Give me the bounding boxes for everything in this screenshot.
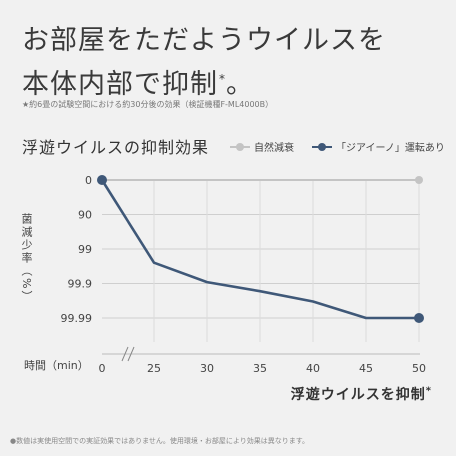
legend-item-natural-decay: 自然減衰 [230,139,294,154]
y-tick-label: 0 [85,174,92,187]
axis-break-mark [121,346,129,362]
x-tick-label: 50 [412,362,426,375]
legend-item-ziaino: 「ジアイーノ」運転あり [312,139,445,154]
headline: お部屋をただようウイルスを 本体内部で抑制*。 [22,22,386,104]
y-tick-label: 99.99 [61,312,93,325]
disclaimer-note: ●数値は実使用空間での実証効果ではありません。使用環境・お部屋により効果は異なり… [10,437,310,445]
y-tick-label: 99.9 [68,278,93,291]
x-tick-label: 45 [359,362,373,375]
x-tick-label: 25 [147,362,161,375]
x-tick-label: 40 [306,362,320,375]
series-line-ziaino [100,179,419,320]
y-axis-label: 菌減少率（%） [20,213,33,304]
x-axis-label: 時間（min） [24,359,89,372]
headline-line1: お部屋をただようウイルスを [22,25,386,56]
point-natural-decay [415,176,423,184]
y-tick-label: 99 [78,243,92,256]
test-condition-note: ★約6畳の試験空間における約30分後の効果（検証機種F-ML4000B） [22,100,274,109]
x-tick-label: 35 [253,362,267,375]
chart-title: 浮遊ウイルスの抑制効果 [22,138,210,157]
effect-caption-asterisk: * [425,385,432,397]
headline-line2: 本体内部で抑制 [22,69,218,100]
x-tick-label: 30 [200,362,214,375]
legend-swatch-natural-decay [230,142,250,151]
headline-asterisk: * [219,72,226,86]
legend-label-natural-decay: 自然減衰 [254,143,294,154]
legend-label-ziaino: 「ジアイーノ」運転あり [336,143,445,154]
y-tick-label: 90 [78,209,92,222]
effect-caption-text: 浮遊ウイルスを抑制 [290,387,426,403]
effect-caption: 浮遊ウイルスを抑制* [291,384,432,404]
point-ziaino [414,313,424,323]
x-tick-label: 0 [99,362,106,375]
legend-swatch-ziaino [312,142,332,151]
headline-period: 。 [226,69,254,100]
axis-break-mark [127,346,135,362]
point-ziaino [97,175,107,185]
